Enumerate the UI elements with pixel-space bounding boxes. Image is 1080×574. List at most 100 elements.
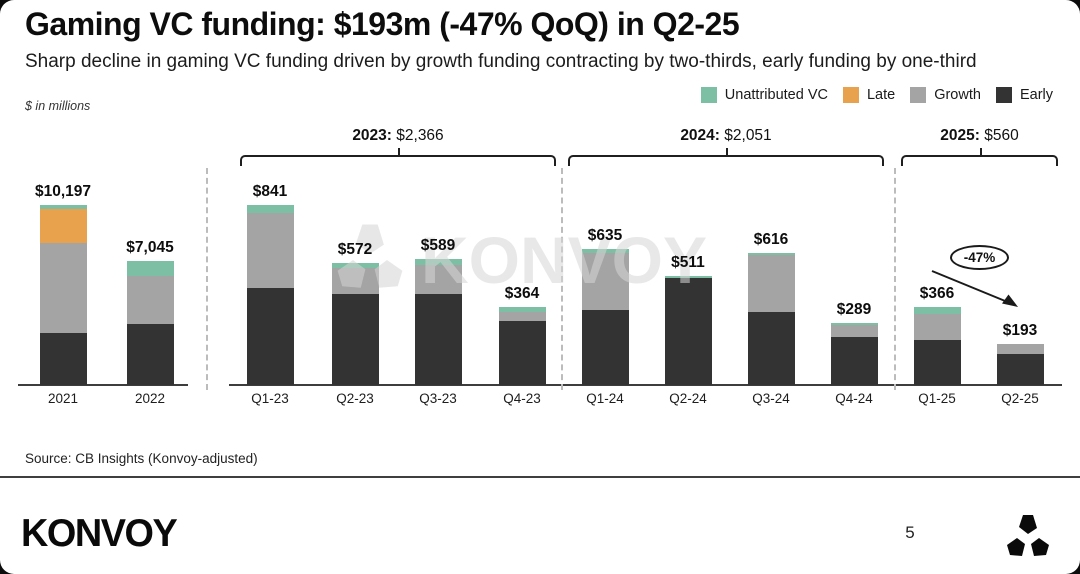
bar-segment-early [246, 288, 294, 385]
bar-segment-growth [581, 252, 629, 311]
bar-segment-growth [913, 314, 961, 340]
bar-Q2-25 [996, 343, 1044, 385]
bar-segment-early [996, 353, 1044, 385]
footer-divider [0, 476, 1080, 478]
axis-label-Q1-24: Q1-24 [586, 391, 624, 406]
legend-item-growth: Growth [910, 87, 981, 103]
bar-segment-early [747, 311, 795, 385]
legend-label: Unattributed VC [724, 87, 828, 103]
section-separator-2 [561, 168, 563, 390]
decline-arrow-icon [931, 270, 1018, 307]
bar-segment-early [664, 278, 712, 385]
bar-segment-late [39, 209, 87, 243]
source-citation: Source: CB Insights (Konvoy-adjusted) [25, 451, 258, 466]
bar-Q1-25 [913, 306, 961, 385]
legend-swatch-early-icon [995, 87, 1012, 103]
bar-value-label-Q1-25: $366 [919, 284, 955, 302]
bar-Q2-24 [664, 275, 712, 385]
bar-Q2-23 [331, 262, 379, 385]
year-total: $2,051 [724, 127, 772, 144]
bar-segment-early [498, 320, 546, 385]
section-separator-1 [206, 168, 208, 390]
bar-value-label-Q3-23: $589 [420, 236, 456, 254]
year-bracket [568, 148, 884, 166]
bar-segment-unattributed [581, 249, 629, 253]
bar-segment-growth [830, 324, 878, 337]
year-bracket-tick [979, 148, 982, 156]
legend-label: Late [866, 87, 896, 103]
axis-label-Q1-23: Q1-23 [251, 391, 289, 406]
bar-Q1-23 [246, 205, 294, 385]
bar-value-label-Q2-24: $511 [671, 253, 705, 271]
bar-value-label-2022: $7,045 [126, 238, 174, 256]
bar-value-label-Q2-25: $193 [1002, 321, 1038, 339]
bar-value-label-Q4-23: $364 [504, 285, 540, 303]
year-bracket-tick [398, 148, 400, 156]
bar-2022 [126, 260, 174, 385]
axis-label-Q3-24: Q3-24 [752, 391, 790, 406]
bar-segment-unattributed [830, 323, 878, 325]
bar-value-label-Q1-23: $841 [252, 183, 288, 200]
bar-segment-unattributed [246, 205, 294, 213]
bar-segment-early [331, 293, 379, 385]
year-bracket-label: 2024: $2,051 [616, 127, 836, 145]
legend-item-unattributed: Unattributed VC [700, 87, 828, 103]
year-bracket-label: 2023: $2,366 [288, 127, 508, 145]
year-bracket-label: 2025: $560 [870, 127, 1080, 145]
legend: Unattributed VC Late Growth Early [700, 87, 1053, 103]
x-axis-annual [18, 384, 188, 386]
bar-segment-unattributed [39, 205, 87, 209]
axis-label-Q4-23: Q4-23 [503, 391, 541, 406]
bar-Q4-23 [498, 307, 546, 385]
year-total: $560 [984, 127, 1019, 144]
axis-label-Q1-25: Q1-25 [918, 391, 956, 406]
bar-segment-early [126, 324, 174, 385]
bar-segment-unattributed [747, 253, 795, 255]
units-note: $ in millions [25, 99, 91, 113]
bar-segment-growth [246, 212, 294, 289]
axis-label-Q2-25: Q2-25 [1001, 391, 1039, 406]
legend-swatch-unattributed-icon [700, 87, 717, 103]
bar-value-label-Q3-24: $616 [753, 231, 789, 249]
bar-segment-unattributed [913, 306, 961, 315]
bar-Q4-24 [830, 323, 878, 385]
axis-label-Q2-23: Q2-23 [336, 391, 374, 406]
bar-Q3-23 [414, 258, 462, 385]
subtitle: Sharp decline in gaming VC funding drive… [25, 51, 977, 72]
bar-value-label-Q1-24: $635 [587, 227, 623, 245]
axis-label-Q3-23: Q3-23 [419, 391, 457, 406]
legend-label: Growth [934, 87, 981, 103]
bar-segment-early [414, 294, 462, 385]
page-number: 5 [905, 523, 915, 542]
bar-value-label-2021: $10,197 [34, 183, 92, 200]
bar-segment-unattributed [126, 260, 174, 276]
bar-segment-unattributed [664, 275, 712, 279]
legend-item-late: Late [842, 87, 896, 103]
page-title: Gaming VC funding: $193m (-47% QoQ) in Q… [25, 6, 740, 42]
legend-item-early: Early [995, 87, 1053, 103]
year-bracket-tick [726, 148, 728, 156]
legend-swatch-late-icon [842, 87, 859, 103]
bar-segment-growth [126, 275, 174, 325]
bar-segment-growth [747, 254, 795, 312]
bar-segment-unattributed [414, 258, 462, 266]
axis-label-2021: 2021 [47, 391, 79, 406]
bar-Q3-24 [747, 253, 795, 385]
year-bracket [901, 148, 1058, 166]
bar-segment-early [39, 333, 87, 385]
bar-segment-unattributed [498, 307, 546, 312]
bar-segment-growth [331, 267, 379, 294]
bar-segment-early [830, 336, 878, 385]
year-label: 2025: [940, 127, 985, 144]
bar-Q1-24 [581, 249, 629, 385]
legend-swatch-growth-icon [910, 87, 927, 103]
x-axis-quarterly [229, 384, 1062, 386]
axis-label-Q4-24: Q4-24 [835, 391, 873, 406]
bar-segment-growth [39, 242, 87, 334]
axis-label-2022: 2022 [134, 391, 166, 406]
year-total: $2,366 [396, 127, 444, 144]
bar-segment-early [913, 339, 961, 385]
year-label: 2023: [352, 127, 397, 144]
legend-label: Early [1019, 87, 1053, 103]
